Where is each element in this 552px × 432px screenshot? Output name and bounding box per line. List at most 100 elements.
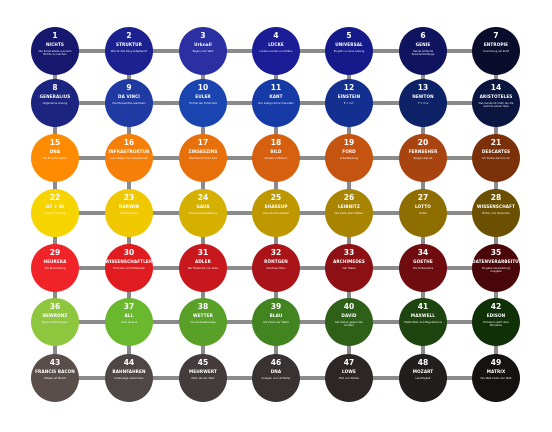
node-title: ZINSESZINS <box>188 149 218 154</box>
node-13: 13 NEWTON F = m·a <box>399 79 447 127</box>
node-38: 38 WETTER Die Großwetterlage <box>179 298 227 346</box>
node-23: 23 DARWIN Die Evolution <box>105 189 153 237</box>
node-number: 47 <box>343 358 355 367</box>
node-description: F = m·a <box>417 102 429 105</box>
node-19: 19 FORD Arbeitsteilung <box>325 134 373 182</box>
node-title: FERNSEHER <box>408 149 438 154</box>
node-title: ARCHIMEDES <box>333 259 365 264</box>
node-description: Prüfen und Verwerfen <box>481 212 511 215</box>
node-number: 14 <box>490 83 502 92</box>
node-title: EULER <box>195 94 211 99</box>
node-title: MOZART <box>412 369 434 374</box>
node-number: 45 <box>197 358 209 367</box>
node-description: Das Ganze ist mehr als die Summe seiner … <box>478 102 514 109</box>
node-11: 11 KANT Der kategorische Imperativ <box>252 79 300 127</box>
node-number: 28 <box>490 193 502 202</box>
node-description: Mehr als der Wert <box>191 377 215 380</box>
node-description: Durchleuchten <box>266 267 286 270</box>
node-number: 46 <box>270 358 282 367</box>
node-title: BILD <box>270 149 282 154</box>
node-47: 47 LOWE Mut und Stärke <box>325 354 373 402</box>
node-title: FRANCIS BACON <box>35 369 75 374</box>
node-34: 34 GOETHE Die Farbenlehre <box>399 244 447 292</box>
node-number: 49 <box>490 358 502 367</box>
node-30: 30 WISSENSCHAFTLERIN Forschen und Entdecke… <box>105 244 153 292</box>
node-36: 36 NEWRONZ Neue Verbindungen <box>31 298 79 346</box>
node-title: MAXWELL <box>410 313 436 318</box>
node-1: 1 NICHTS Die Kunst etwas aus dem Nichts zu… <box>31 27 79 75</box>
node-number: 36 <box>49 302 61 311</box>
node-number: 40 <box>343 302 355 311</box>
node-number: 19 <box>343 138 355 147</box>
node-title: WISSENSCHAFTLERIN <box>105 259 153 264</box>
node-20: 20 FERNSEHER Zeigen was ist <box>399 134 447 182</box>
node-number: 6 <box>420 31 426 40</box>
node-description: Denken in Bildern <box>264 157 288 160</box>
node-description: Neue Verbindungen <box>42 321 68 324</box>
node-33: 33 ARCHIMEDES Der Hebel <box>325 244 373 292</box>
node-description: Elektrizität und Magnetismus <box>404 321 442 324</box>
node-title: GENERALIUS <box>39 94 71 99</box>
node-7: 7 ENTROPIE Unordnung als Kraft <box>472 27 520 75</box>
node-description: Die Kunst etwas aus dem Nichts zu machen <box>38 50 72 57</box>
node-number: 3 <box>200 31 206 40</box>
node-description: Lücken suchen und füllen <box>259 50 293 53</box>
node-number: 9 <box>126 83 132 92</box>
node-title: STRUKTUR <box>115 42 143 47</box>
node-number: 16 <box>123 138 135 147</box>
node-40: 40 DAVID Der Kleine gegen den Großen <box>325 298 373 346</box>
node-number: 25 <box>270 193 282 202</box>
node-44: 44 BAHNFAHREN Unterwegs ankommen <box>105 354 153 402</box>
node-title: NICHTS <box>45 42 65 47</box>
node-title: WISSENSCHAFT <box>476 204 516 209</box>
node-title: NEWTON <box>412 94 434 99</box>
node-12: 12 EINSTEIN E = mc² <box>325 79 373 127</box>
node-number: 32 <box>270 248 282 257</box>
node-24: 24 GAUß Die Normalverteilung <box>179 189 227 237</box>
node-description: Alles ist eins <box>120 321 138 324</box>
node-description: Wachstum durch Zeit <box>189 157 217 160</box>
node-10: 10 EULER Formel der Schönheit <box>179 79 227 127</box>
node-15: 15 DNA Die Erbinformation <box>31 134 79 182</box>
node-number: 37 <box>123 302 135 311</box>
node-title: SHAKEUP <box>264 204 288 209</box>
node-title: WETTER <box>193 313 213 318</box>
node-title: ARISTOTELES <box>479 94 513 99</box>
node-description: Leichtigkeit <box>415 377 431 380</box>
node-26: 26 LEIBNITZ Die beste aller Welten <box>325 189 373 237</box>
node-description: Design Thinking <box>44 212 66 215</box>
node-4: 4 LÜCKE Lücken suchen und füllen <box>252 27 300 75</box>
node-6: 6 GENIE Genial einfache Zusammenhänge <box>399 27 447 75</box>
node-description: Der kategorische Imperativ <box>258 102 294 105</box>
node-number: 22 <box>49 193 61 202</box>
node-number: 38 <box>197 302 209 311</box>
node-49: 49 MATRIX Die Welt hinter der Welt <box>472 354 520 402</box>
node-description: Die Farbenlehre <box>412 267 434 270</box>
node-number: 41 <box>417 302 429 311</box>
node-title: GOETHE <box>413 259 433 264</box>
node-16: 16 INFRASTRUKTUR Grundlagen der Gesellscha… <box>105 134 153 182</box>
node-title: UNIVERSAL <box>335 42 363 47</box>
node-title: MATRIX <box>486 369 506 374</box>
node-17: 17 ZINSESZINS Wachstum durch Zeit <box>179 134 227 182</box>
node-description: Zeigen was ist <box>413 157 433 160</box>
node-description: Grundlagen der Gesellschaft <box>110 157 148 160</box>
node-title: GT + KI <box>45 204 65 209</box>
node-description: Genial einfache Zusammenhänge <box>411 50 435 57</box>
node-number: 44 <box>123 358 135 367</box>
node-title: DESCARTES <box>481 149 511 154</box>
node-number: 17 <box>197 138 209 147</box>
node-title: DNA <box>270 369 282 374</box>
node-title: FORD <box>342 149 356 154</box>
node-title: RÖNTGEN <box>264 259 288 264</box>
node-27: 27 LOTTO Zufall <box>399 189 447 237</box>
node-number: 35 <box>490 248 502 257</box>
node-18: 18 BILD Denken in Bildern <box>252 134 300 182</box>
node-number: 26 <box>343 193 355 202</box>
node-description: Der Überblick von oben <box>187 267 219 270</box>
node-description: Der Kleine gegen den Großen <box>334 321 364 328</box>
node-title: DA VINCI <box>118 94 140 99</box>
node-number: 21 <box>490 138 502 147</box>
node-title: NEWRONZ <box>42 313 68 318</box>
node-title: DATENVERARBEITUNG <box>472 259 520 264</box>
